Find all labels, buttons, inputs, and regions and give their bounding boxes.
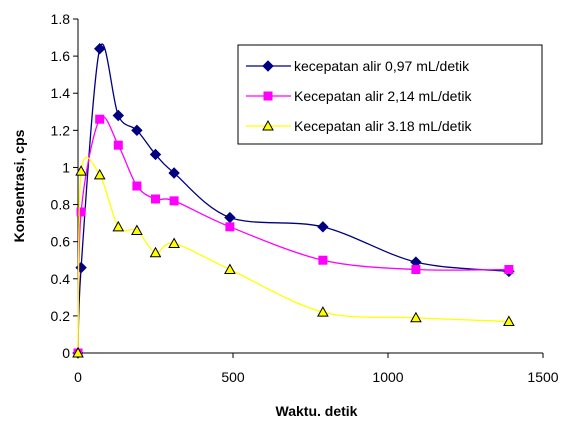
- data-point: [113, 140, 123, 150]
- legend-marker: [263, 91, 273, 101]
- data-point: [131, 224, 143, 236]
- y-tick-label: 1.2: [51, 122, 71, 138]
- legend-label: kecepatan alir 0,97 mL/detik: [294, 58, 470, 74]
- legend: kecepatan alir 0,97 mL/detik Kecepatan al…: [237, 44, 543, 145]
- y-tick-label: 1.8: [51, 11, 71, 27]
- data-point: [318, 255, 328, 265]
- data-point: [169, 196, 179, 206]
- y-tick-label: 1.6: [51, 48, 71, 64]
- legend-box: [237, 44, 543, 145]
- data-point: [503, 315, 515, 326]
- legend-item-2: Kecepatan alir 2,14 mL/detik: [246, 88, 472, 104]
- legend-marker: [262, 60, 274, 72]
- legend-marker: [262, 119, 274, 131]
- legend-item-3: Kecepatan alir 3.18 mL/detik: [246, 118, 472, 134]
- legend-label: Kecepatan alir 3.18 mL/detik: [294, 118, 472, 134]
- data-point: [225, 222, 235, 232]
- y-tick-label: 0: [62, 345, 70, 361]
- data-point: [131, 124, 143, 137]
- data-point: [411, 265, 421, 274]
- data-point: [317, 221, 329, 233]
- series-line: [77, 156, 509, 354]
- legend-item-1: kecepatan alir 0,97 mL/detik: [246, 58, 470, 74]
- series-3: [72, 156, 515, 358]
- data-point: [75, 165, 87, 176]
- data-point: [168, 237, 180, 249]
- data-point: [317, 306, 329, 317]
- data-point: [168, 167, 180, 179]
- y-ticks: 0 0.2 0.4 0.6 0.8 1 1.2 1.4 1.6 1.8: [51, 11, 78, 361]
- legend-items: kecepatan alir 0,97 mL/detik Kecepatan al…: [246, 58, 472, 134]
- data-point: [410, 311, 422, 323]
- x-axis-title: Waktu. detik: [276, 403, 358, 419]
- data-point: [72, 346, 84, 358]
- x-tick-label: 0: [74, 369, 82, 385]
- data-point: [504, 265, 514, 274]
- y-tick-label: 0.4: [51, 271, 71, 287]
- data-point: [149, 246, 162, 258]
- data-point: [95, 114, 105, 124]
- data-point: [93, 42, 106, 55]
- data-point: [132, 181, 142, 191]
- y-tick-label: 0.8: [51, 197, 71, 213]
- y-tick-label: 1.4: [51, 85, 71, 101]
- data-point: [93, 168, 106, 180]
- series-2: [73, 114, 514, 358]
- x-tick-label: 1500: [527, 369, 558, 385]
- data-point: [112, 109, 125, 122]
- data-point: [224, 211, 236, 224]
- series-layer: [72, 42, 515, 359]
- data-point: [151, 194, 160, 204]
- y-axis-title: Konsentrasi, cps: [11, 129, 27, 242]
- data-point: [112, 220, 125, 232]
- y-tick-label: 0.6: [51, 234, 71, 250]
- x-ticks: 0 500 1000 1500: [74, 353, 559, 385]
- y-tick-label: 1: [62, 159, 70, 175]
- data-point: [224, 263, 236, 274]
- x-tick-label: 500: [221, 369, 245, 385]
- data-point: [149, 148, 162, 161]
- plot-area: 0 500 1000 1500 0 0.2 0.4 0.6 0.8 1 1.2 1.4 1.6 1.8: [51, 11, 559, 385]
- legend-label: Kecepatan alir 2,14 mL/detik: [294, 88, 472, 104]
- x-tick-label: 1000: [372, 369, 403, 385]
- y-tick-label: 0.2: [51, 308, 71, 324]
- data-point: [76, 207, 86, 217]
